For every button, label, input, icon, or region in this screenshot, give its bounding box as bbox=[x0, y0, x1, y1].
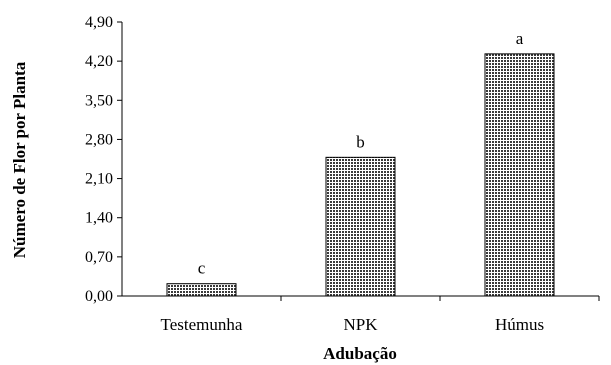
y-tick-label: 3,50 bbox=[85, 92, 113, 109]
x-tick-label: Testemunha bbox=[161, 315, 243, 334]
y-tick-label: 4,90 bbox=[85, 14, 113, 31]
bar-húmus bbox=[484, 53, 555, 297]
x-axis-title: Adubação bbox=[323, 344, 397, 363]
y-axis-title: Número de Flor por Planta bbox=[10, 61, 29, 258]
bar-npk bbox=[325, 156, 396, 297]
bars-group: c b a bbox=[166, 29, 555, 297]
x-axis-labels: Testemunha NPK Húmus bbox=[161, 296, 600, 334]
y-tick-label: 4,20 bbox=[85, 53, 113, 70]
bar-data-label: a bbox=[516, 29, 524, 48]
bar-data-label: c bbox=[198, 259, 206, 278]
bar-testemunha bbox=[166, 283, 237, 297]
x-tick-label: NPK bbox=[343, 315, 378, 334]
y-tick-label: 0,70 bbox=[85, 249, 113, 266]
y-tick-label: 0,00 bbox=[85, 288, 113, 305]
x-tick-label: Húmus bbox=[495, 315, 544, 334]
y-tick-label: 2,10 bbox=[85, 171, 113, 188]
y-tick-label: 2,80 bbox=[85, 131, 113, 148]
y-axis-ticks: 0,00 0,70 1,40 2,10 2,80 3,50 4,20 4,90 bbox=[85, 14, 122, 305]
bar-data-label: b bbox=[356, 132, 365, 151]
y-tick-label: 1,40 bbox=[85, 210, 113, 227]
